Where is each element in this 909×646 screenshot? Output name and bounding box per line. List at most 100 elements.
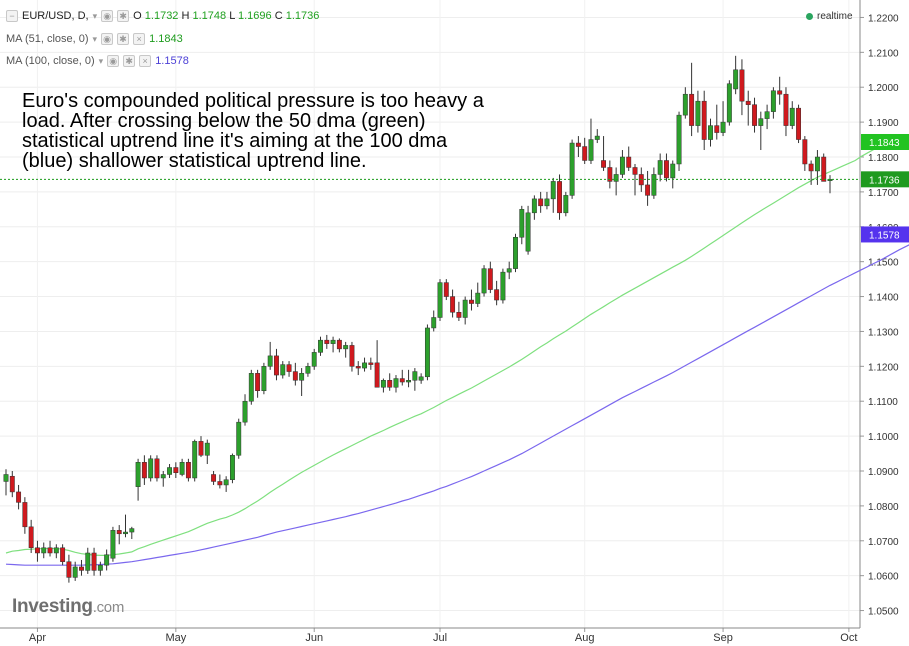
candle-body: [223, 479, 229, 486]
candle-body: [544, 198, 550, 207]
candle-body: [557, 181, 562, 214]
ohlc-values: O 1.1732 H 1.1748 L 1.1696 C 1.1736: [133, 10, 319, 22]
candle-body: [789, 107, 795, 126]
candle-body: [72, 566, 78, 578]
candle-body: [494, 289, 500, 301]
candle-body: [613, 174, 619, 182]
candle-body: [601, 160, 607, 168]
candle-body: [380, 380, 386, 388]
candle-body: [116, 530, 122, 535]
candle-body: [368, 362, 374, 365]
price-tag-ma100: [861, 226, 909, 243]
candle-body: [506, 268, 512, 273]
candle-body: [185, 462, 191, 479]
price-tag-label-last: 1.1736: [869, 175, 900, 186]
settings-icon[interactable]: ✱: [117, 10, 130, 22]
ma51-dropdown-icon[interactable]: ▾: [92, 33, 98, 44]
candle-body: [204, 442, 210, 456]
candle-body: [330, 339, 336, 344]
x-tick-label: Jun: [305, 632, 323, 644]
candle-body: [305, 366, 311, 374]
y-tick-label: 1.1200: [868, 362, 899, 373]
ma100-dropdown-icon[interactable]: ▾: [98, 55, 104, 66]
candle-body: [299, 373, 305, 381]
candle-body: [752, 104, 757, 126]
ohlc-value-h: 1.1748: [192, 10, 227, 22]
symbol-header: − EUR/USD, D, ▾ ◉ ✱ O 1.1732 H 1.1748 L …: [6, 10, 319, 22]
candle-body: [720, 121, 726, 133]
candle-body: [311, 352, 317, 367]
ohlc-key-h: H: [178, 10, 193, 22]
ma51-value: 1.1843: [149, 33, 183, 45]
candle-body: [651, 174, 657, 196]
y-tick-label: 1.1500: [868, 258, 899, 269]
candle-body: [160, 474, 166, 479]
y-tick-label: 1.0700: [868, 537, 899, 548]
candle-body: [242, 400, 248, 423]
y-tick-label: 1.1400: [868, 293, 899, 304]
candle-body: [475, 292, 481, 304]
y-tick-label: 1.1700: [868, 188, 899, 199]
ma51-label: MA (51, close, 0): [6, 33, 89, 45]
realtime-label: realtime: [817, 11, 853, 22]
candle-body: [487, 268, 493, 290]
symbol-label: EUR/USD, D,: [22, 10, 89, 22]
candle-body: [53, 547, 59, 554]
candle-body: [141, 462, 147, 479]
candle-body: [689, 93, 695, 126]
collapse-icon[interactable]: −: [6, 10, 18, 22]
candle-body: [129, 528, 135, 533]
ma51-line: [5, 141, 894, 557]
candle-body: [217, 481, 223, 486]
y-tick-label: 1.1900: [868, 118, 899, 129]
ma100-eye-icon[interactable]: ◉: [107, 55, 120, 67]
candle-body: [399, 378, 405, 383]
candle-body: [79, 566, 84, 571]
candle-body: [406, 380, 412, 383]
ma100-close-icon[interactable]: ×: [139, 55, 152, 67]
candle-body: [198, 441, 204, 456]
candle-body: [708, 125, 713, 140]
ma51-settings-icon[interactable]: ✱: [117, 33, 130, 45]
candle-body: [343, 345, 349, 350]
ma100-legend: MA (100, close, 0) ▾ ◉ ✱ × 1.1578: [6, 55, 189, 67]
candle-body: [274, 355, 279, 376]
candle-body: [550, 181, 556, 200]
candle-body: [97, 564, 103, 571]
y-tick-label: 1.2100: [868, 48, 899, 59]
candle-body: [531, 198, 537, 214]
candle-body: [173, 467, 179, 473]
candle-body: [821, 156, 827, 182]
investing-logo: Investing.com: [12, 596, 124, 618]
candle-body: [808, 163, 814, 172]
eye-icon[interactable]: ◉: [101, 10, 114, 22]
ohlc-value-o: 1.1732: [144, 10, 179, 22]
ma51-eye-icon[interactable]: ◉: [101, 33, 114, 45]
ohlc-value-l: 1.1696: [237, 10, 272, 22]
candle-body: [154, 458, 160, 479]
ohlc-key-l: L: [226, 10, 238, 22]
ma51-legend: MA (51, close, 0) ▾ ◉ ✱ × 1.1843: [6, 33, 183, 45]
candle-body: [336, 339, 342, 350]
y-tick-label: 1.2000: [868, 83, 899, 94]
ma100-settings-icon[interactable]: ✱: [123, 55, 136, 67]
candle-body: [582, 146, 588, 161]
candle-body: [318, 339, 323, 353]
candle-body: [135, 462, 141, 487]
candle-body: [3, 474, 9, 482]
candle-body: [123, 531, 128, 535]
logo-main: Investing: [12, 596, 93, 617]
candle-body: [236, 421, 242, 456]
ma51-close-icon[interactable]: ×: [133, 33, 146, 45]
symbol-dropdown-icon[interactable]: ▾: [92, 10, 98, 21]
candle-body: [770, 90, 776, 112]
candle-body: [110, 530, 116, 559]
candle-body: [739, 69, 745, 102]
candle-body: [682, 93, 688, 116]
candle-body: [777, 90, 783, 95]
candle-body: [167, 467, 172, 475]
candle-body: [783, 93, 789, 126]
candle-body: [764, 111, 770, 119]
price-tag-label-ma100: 1.1578: [869, 230, 900, 241]
